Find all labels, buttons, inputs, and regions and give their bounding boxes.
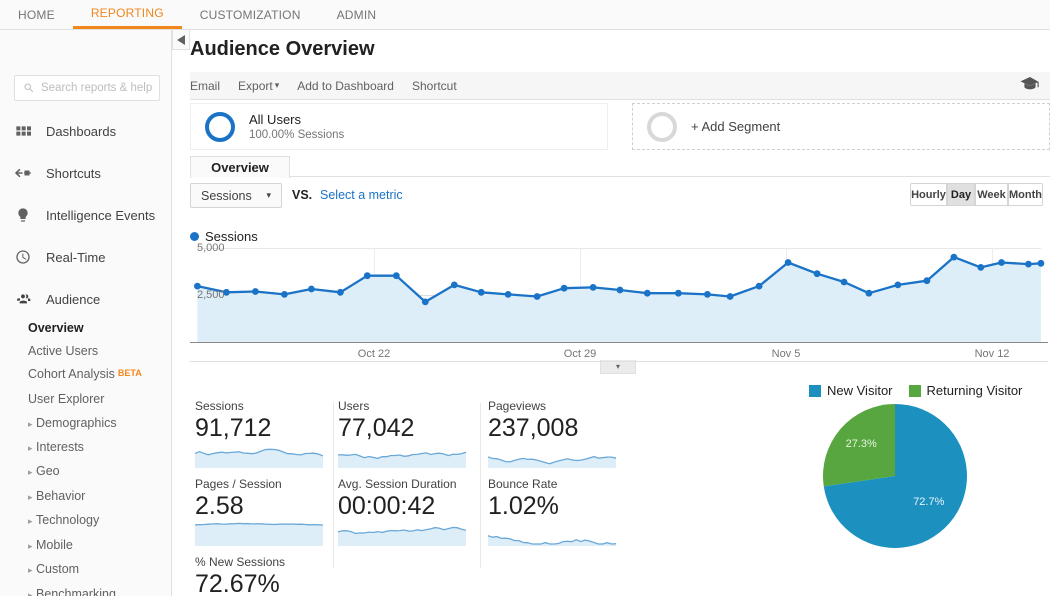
svg-text:27.3%: 27.3% [846, 438, 877, 450]
svg-text:72.7%: 72.7% [913, 496, 944, 508]
